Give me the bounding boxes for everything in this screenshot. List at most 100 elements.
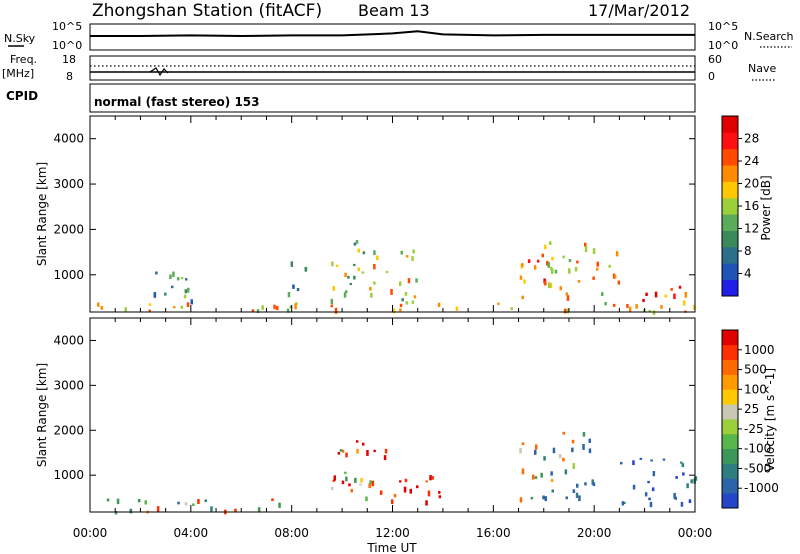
power-cell (330, 304, 333, 308)
velocity-cell (399, 480, 402, 483)
power-cell (155, 271, 158, 275)
power-y-axis-label: Slant Range [km] (35, 162, 49, 266)
power-y-tick-label: 1000 (53, 268, 84, 282)
velocity-cell (129, 508, 133, 514)
power-cell (617, 280, 621, 285)
nave-bottom-tick: 0 (708, 70, 715, 83)
velocity-cell (438, 495, 442, 499)
freq-label: Freq. (10, 53, 37, 66)
velocity-cell (356, 448, 359, 454)
x-tick-label: 04:00 (174, 526, 209, 540)
power-cell (670, 288, 673, 291)
power-cell (183, 294, 187, 299)
power-x-ticks (114, 116, 671, 312)
velocity-cell (680, 461, 683, 464)
power-colorbar-blocks (722, 116, 738, 297)
velocity-y-ticks: 1000 2000 3000 4000 (53, 333, 695, 482)
power-cell (349, 282, 352, 286)
velocity-cell (686, 483, 689, 489)
velocity-cell (576, 483, 579, 488)
velocity-cell (530, 496, 534, 500)
velocity-cell (341, 449, 345, 453)
velocity-cell (373, 449, 376, 453)
power-y-tick-label: 3000 (53, 177, 84, 191)
freq-bottom-tick: 8 (66, 70, 73, 83)
power-colorbar-tick-label: 16 (744, 199, 759, 213)
velocity-x-ticks (114, 318, 671, 512)
velocity-cell (371, 480, 375, 487)
power-cell (169, 274, 172, 280)
velocity-cell (534, 449, 537, 455)
power-plot-area (90, 116, 695, 312)
velocity-cell (431, 476, 434, 480)
power-cell (332, 286, 336, 291)
power-cell (562, 255, 565, 259)
velocity-cell (534, 476, 538, 479)
velocity-cell (647, 480, 650, 484)
velocity-colorbar-block (722, 463, 738, 479)
power-cell (405, 301, 409, 305)
power-cell (601, 292, 604, 296)
power-cell (373, 250, 376, 256)
velocity-y-tick-label: 1000 (53, 468, 84, 482)
power-cell (153, 292, 157, 298)
velocity-cell (359, 483, 362, 486)
velocity-y-axis-label: Slant Range [km] (35, 363, 49, 467)
cpid-label: CPID (6, 89, 38, 103)
velocity-cell (644, 492, 648, 497)
power-cell (335, 264, 339, 268)
velocity-colorbar-tick-label: 1000 (744, 343, 775, 357)
velocity-plot-area (90, 318, 695, 512)
velocity-cell (144, 500, 147, 505)
power-panel: 1000 2000 3000 4000 Slant Range [km] (35, 115, 696, 315)
power-cell (344, 290, 348, 294)
velocity-cell (571, 447, 574, 453)
velocity-cell (551, 489, 554, 493)
velocity-cell (369, 480, 372, 485)
velocity-cell (106, 498, 110, 502)
nsky-top-tick: 10^5 (52, 20, 82, 33)
cpid-text: normal (fast stereo) 153 (94, 95, 260, 109)
velocity-cell (675, 476, 678, 479)
power-cell (330, 298, 334, 305)
power-cell (304, 266, 308, 272)
velocity-cell (384, 448, 388, 454)
power-cell (546, 260, 549, 266)
power-cell (373, 264, 376, 270)
velocity-cell (278, 502, 281, 508)
power-colorbar-block (722, 181, 738, 199)
power-cell (331, 261, 334, 267)
power-colorbar-tick-label: 8 (744, 244, 752, 258)
velocity-cell (257, 507, 261, 513)
power-cell (615, 251, 619, 257)
power-cell (373, 281, 376, 285)
power-cell (413, 295, 417, 299)
power-cell (187, 287, 190, 293)
velocity-colorbar-block (722, 478, 738, 494)
velocity-colorbar-tick-label: -500 (744, 461, 771, 475)
power-cell (595, 267, 599, 271)
freq-top-tick: 18 (62, 53, 76, 66)
velocity-cell (177, 501, 180, 505)
velocity-cell (550, 471, 553, 476)
nave-label: Nave (748, 62, 776, 75)
power-cell (648, 310, 651, 313)
velocity-cell (565, 496, 568, 500)
power-cell (510, 307, 513, 310)
power-cell (173, 306, 176, 309)
nsky-strip: N.Sky 10^5 10^0 10^5 10^0 N.Search (4, 20, 794, 52)
power-cell (554, 269, 558, 274)
power-y-tick-label: 4000 (53, 132, 84, 146)
nsearch-bottom-tick: 10^0 (708, 39, 738, 52)
power-cell (576, 260, 579, 264)
velocity-cell (438, 491, 441, 494)
velocity-cell (535, 444, 538, 450)
velocity-cell (552, 447, 556, 454)
velocity-cell (184, 502, 188, 506)
nave-top-tick: 60 (708, 53, 722, 66)
velocity-cell (354, 477, 357, 483)
velocity-cell (416, 485, 419, 489)
x-axis-label: Time UT (366, 541, 417, 554)
cpid-frame (89, 83, 696, 113)
velocity-cell (333, 475, 336, 481)
